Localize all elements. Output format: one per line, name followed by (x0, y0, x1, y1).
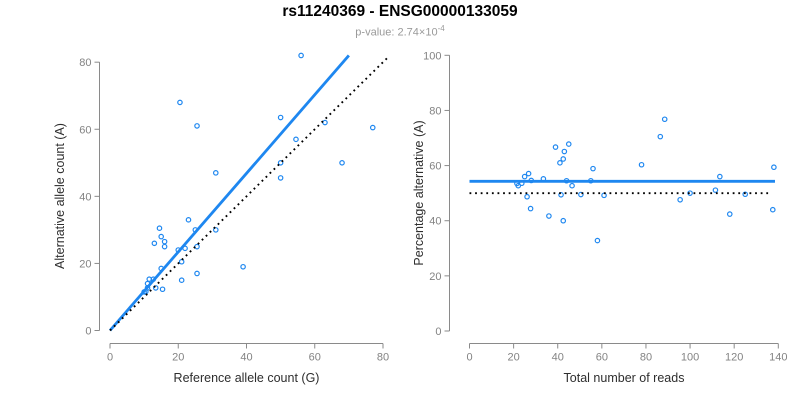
x-axis-title: Total number of reads (564, 371, 685, 385)
x-tick-label: 100 (681, 352, 699, 364)
data-point (178, 277, 185, 283)
data-point (726, 211, 733, 217)
chart-header: rs11240369 - ENSG00000133059 p-value: 2.… (0, 3, 800, 40)
right-scatter-plot: 0 20 40 60 80 100 120 140 0 20 40 60 80 100 Total numb… (412, 50, 787, 385)
y-tick-label: 40 (429, 216, 441, 228)
data-point (565, 141, 572, 147)
data-point (557, 160, 563, 166)
data-point (560, 156, 567, 162)
left-scatter-plot: 0 20 40 60 80 0 20 40 60 80 Reference allele count… (53, 52, 389, 385)
y-tick-label: 80 (429, 105, 441, 117)
data-point (552, 144, 559, 150)
data-point (594, 237, 601, 244)
fitted-line (108, 54, 350, 332)
data-point (569, 182, 575, 189)
data-point (717, 173, 723, 180)
data-point (277, 160, 284, 166)
data-point (178, 258, 185, 265)
data-point (277, 175, 284, 181)
data-point (769, 206, 776, 213)
data-point (152, 285, 159, 291)
data-point (322, 119, 328, 126)
page-title: rs11240369 - ENSG00000133059 (282, 3, 518, 20)
data-point (339, 160, 345, 166)
data-point (156, 225, 163, 232)
data-point (524, 193, 530, 200)
x-tick-label: 60 (596, 352, 608, 364)
data-point (521, 173, 528, 180)
data-point (369, 124, 376, 131)
data-point (687, 190, 693, 196)
data-point (293, 136, 299, 143)
y-tick-label: 40 (79, 191, 91, 203)
data-point (590, 165, 596, 172)
data-point (277, 114, 284, 121)
p-value-prefix: p-value: (355, 26, 398, 39)
y-tick-label: 20 (429, 271, 441, 283)
y-axis-title: Alternative allele count (A) (53, 123, 67, 269)
data-point (546, 213, 552, 219)
y-axis-title: Percentage alternative (A) (412, 120, 426, 265)
p-value-subtitle: p-value: 2.74×10-4 (0, 22, 800, 40)
x-tick-label: 0 (466, 352, 472, 364)
data-point (578, 191, 584, 198)
data-point (161, 243, 168, 250)
data-point (525, 170, 532, 177)
data-point (657, 133, 664, 140)
identity-line (109, 56, 389, 332)
data-point (677, 196, 683, 203)
y-tick-label: 0 (435, 326, 441, 338)
y-tick-label: 100 (423, 50, 441, 62)
y-tick-label: 20 (79, 258, 91, 270)
data-point (661, 116, 668, 123)
x-tick-label: 0 (107, 352, 113, 364)
data-point (298, 52, 304, 59)
x-tick-label: 40 (240, 352, 252, 364)
data-point (712, 187, 719, 193)
data-point (159, 286, 166, 293)
x-tick-label: 20 (172, 352, 184, 364)
data-point (240, 263, 246, 270)
data-point (161, 238, 168, 245)
x-axis-title: Reference allele count (G) (174, 371, 320, 385)
x-tick-label: 120 (725, 352, 743, 364)
y-tick-label: 60 (429, 161, 441, 173)
data-point (212, 227, 219, 233)
data-point (194, 270, 200, 277)
p-value-exponent: -4 (437, 24, 445, 33)
data-point (177, 99, 183, 106)
data-point (212, 170, 219, 176)
data-point (527, 205, 534, 212)
y-tick-label: 80 (79, 57, 91, 69)
y-tick-label: 60 (79, 124, 91, 136)
data-point (560, 217, 567, 224)
data-point (158, 233, 164, 240)
data-point (151, 240, 158, 247)
data-point (185, 217, 192, 223)
x-tick-label: 40 (552, 352, 564, 364)
data-point (742, 191, 749, 198)
p-value-mantissa: 2.74×10 (397, 26, 438, 39)
data-point (194, 123, 200, 129)
x-tick-label: 80 (640, 352, 652, 364)
data-point (638, 161, 645, 168)
data-point (515, 182, 522, 189)
data-point (771, 164, 777, 171)
data-point (194, 243, 200, 250)
data-point (558, 192, 564, 198)
x-tick-label: 60 (309, 352, 321, 364)
x-tick-label: 140 (769, 352, 787, 364)
data-point (561, 148, 568, 155)
y-tick-label: 0 (85, 326, 91, 338)
x-tick-label: 20 (507, 352, 519, 364)
x-tick-label: 80 (377, 352, 389, 364)
